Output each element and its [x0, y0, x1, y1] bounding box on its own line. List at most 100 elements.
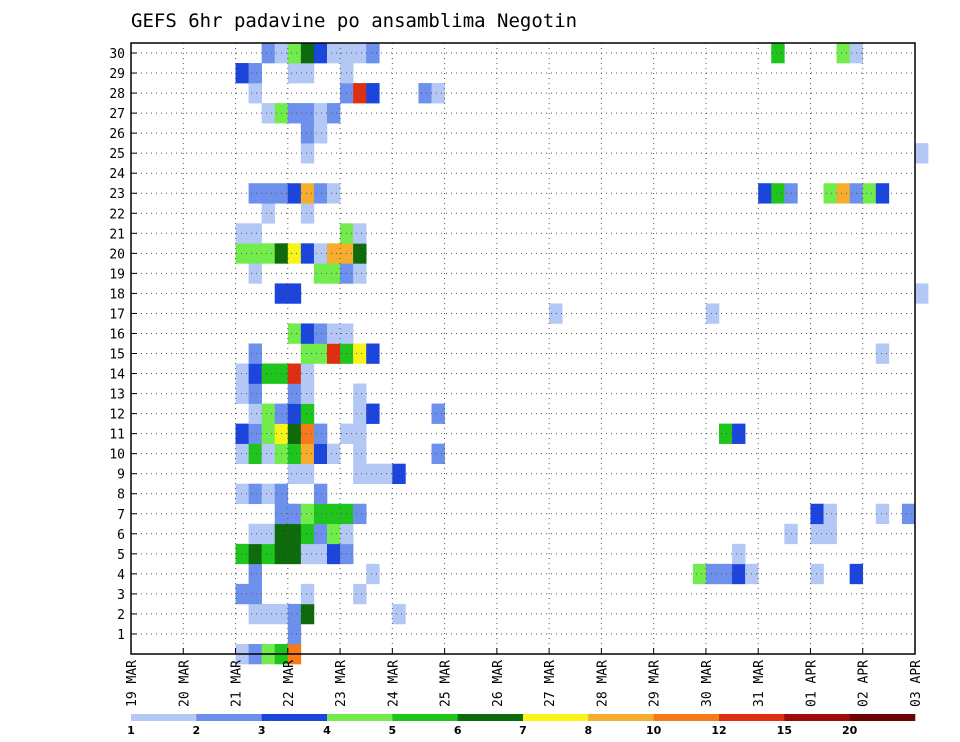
y-tick-label: 23: [109, 187, 125, 202]
heatmap-cell: [300, 403, 315, 424]
heatmap-cell: [313, 323, 328, 344]
heatmap-cell: [732, 563, 746, 585]
heatmap-cell: [823, 503, 837, 525]
heatmap-cell: [287, 43, 302, 64]
y-tick-label: 1: [117, 628, 125, 643]
heatmap-cell: [732, 423, 746, 444]
heatmap-cell: [248, 583, 262, 605]
heatmap-cell: [248, 483, 262, 505]
y-tick-label: 15: [109, 348, 125, 363]
heatmap-cell: [300, 383, 315, 404]
heatmap-cell: [823, 523, 837, 545]
heatmap-cell: [313, 543, 328, 565]
y-tick-label: 6: [117, 528, 125, 543]
heatmap-cell: [300, 143, 315, 164]
heatmap-cell: [549, 303, 563, 324]
y-tick-label: 26: [109, 127, 125, 142]
x-tick-label: 21 MAR: [230, 660, 245, 707]
heatmap-cell: [300, 443, 315, 464]
y-tick-label: 18: [109, 287, 125, 302]
heatmap-cell: [300, 323, 315, 344]
heatmap-cell: [719, 423, 733, 444]
heatmap-cells: [235, 43, 929, 665]
heatmap-cell: [327, 503, 341, 525]
heatmap-cell: [771, 183, 785, 204]
colorbar-swatch: [327, 714, 393, 721]
y-tick-label: 17: [109, 307, 125, 322]
heatmap-cell: [235, 583, 249, 605]
x-tick-label: 31 MAR: [752, 660, 767, 707]
heatmap-cell: [353, 383, 367, 404]
y-tick-label: 22: [109, 207, 125, 222]
heatmap-cell: [287, 523, 302, 545]
heatmap-cell: [353, 503, 367, 525]
heatmap-cell: [915, 283, 929, 304]
colorbar-label: 6: [454, 724, 462, 737]
colorbar-label: 3: [258, 724, 266, 737]
colorbar-label: 12: [711, 724, 726, 737]
heatmap-cell: [300, 463, 315, 485]
heatmap-cell: [248, 223, 262, 244]
y-tick-label: 10: [109, 448, 125, 463]
heatmap-cell: [327, 543, 341, 565]
heatmap-cell: [248, 563, 262, 585]
heatmap-cell: [287, 503, 302, 525]
x-tick-label: 28 MAR: [595, 660, 610, 707]
heatmap-cell: [313, 183, 328, 204]
heatmap-cell: [901, 503, 916, 525]
heatmap-cell: [392, 463, 406, 485]
colorbar-swatch: [261, 714, 328, 721]
y-tick-label: 21: [109, 227, 125, 242]
heatmap-cell: [248, 443, 262, 464]
heatmap-cell: [353, 423, 367, 444]
colorbar-swatch: [131, 714, 197, 721]
colorbar-swatch: [849, 714, 916, 721]
heatmap-cell: [692, 563, 707, 585]
heatmap-cell: [392, 603, 406, 625]
heatmap-cell: [235, 423, 249, 444]
heatmap-cell: [248, 183, 262, 204]
heatmap-cell: [248, 523, 262, 545]
heatmap-cell: [287, 63, 302, 84]
heatmap-cell: [287, 543, 302, 565]
heatmap-cell: [287, 363, 302, 384]
x-tick-label: 26 MAR: [491, 660, 506, 707]
x-tick-label: 19 MAR: [125, 660, 140, 707]
heatmap-cell: [771, 43, 785, 64]
heatmap-cell: [313, 343, 328, 364]
heatmap-cell: [353, 443, 367, 464]
x-tick-label: 03 APR: [909, 660, 924, 707]
heatmap-cell: [235, 63, 249, 84]
heatmap-cell: [261, 543, 276, 565]
heatmap-cell: [248, 263, 262, 284]
y-tick-label: 4: [117, 568, 125, 583]
heatmap-cell: [287, 383, 302, 404]
heatmap-cell: [353, 343, 367, 364]
y-tick-label: 19: [109, 267, 125, 282]
colorbar: 1 2 3 4 5 6 7 8 10 12 15 20: [127, 714, 916, 737]
heatmap-cell: [823, 183, 837, 204]
y-tick-label: 2: [117, 608, 125, 623]
heatmap-cell: [261, 243, 276, 264]
colorbar-swatch: [523, 714, 589, 721]
heatmap-cell: [300, 363, 315, 384]
heatmap-cell: [836, 43, 850, 64]
heatmap-cell: [327, 183, 341, 204]
heatmap-cell: [300, 583, 315, 605]
heatmap-cell: [248, 543, 262, 565]
heatmap-cell: [366, 83, 380, 104]
heatmap-cell: [431, 83, 445, 104]
heatmap-cell: [379, 463, 393, 485]
heatmap-cell: [313, 523, 328, 545]
heatmap-cell: [261, 203, 276, 224]
heatmap-cell: [287, 623, 302, 645]
y-tick-label: 14: [109, 368, 125, 383]
y-tick-label: 13: [109, 388, 125, 403]
heatmap-cell: [366, 563, 380, 585]
heatmap-cell: [261, 363, 276, 384]
y-tick-label: 3: [117, 588, 125, 603]
heatmap-cell: [353, 583, 367, 605]
x-tick-label: 23 MAR: [334, 660, 349, 707]
heatmap-cell: [248, 363, 262, 384]
